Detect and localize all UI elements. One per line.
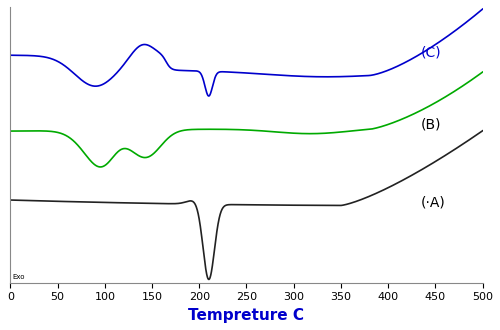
Text: (C): (C) [421,46,442,59]
Text: (B): (B) [421,117,442,131]
Text: Exo: Exo [12,274,25,280]
X-axis label: Tempreture C: Tempreture C [188,308,304,323]
Text: (·A): (·A) [421,196,446,210]
